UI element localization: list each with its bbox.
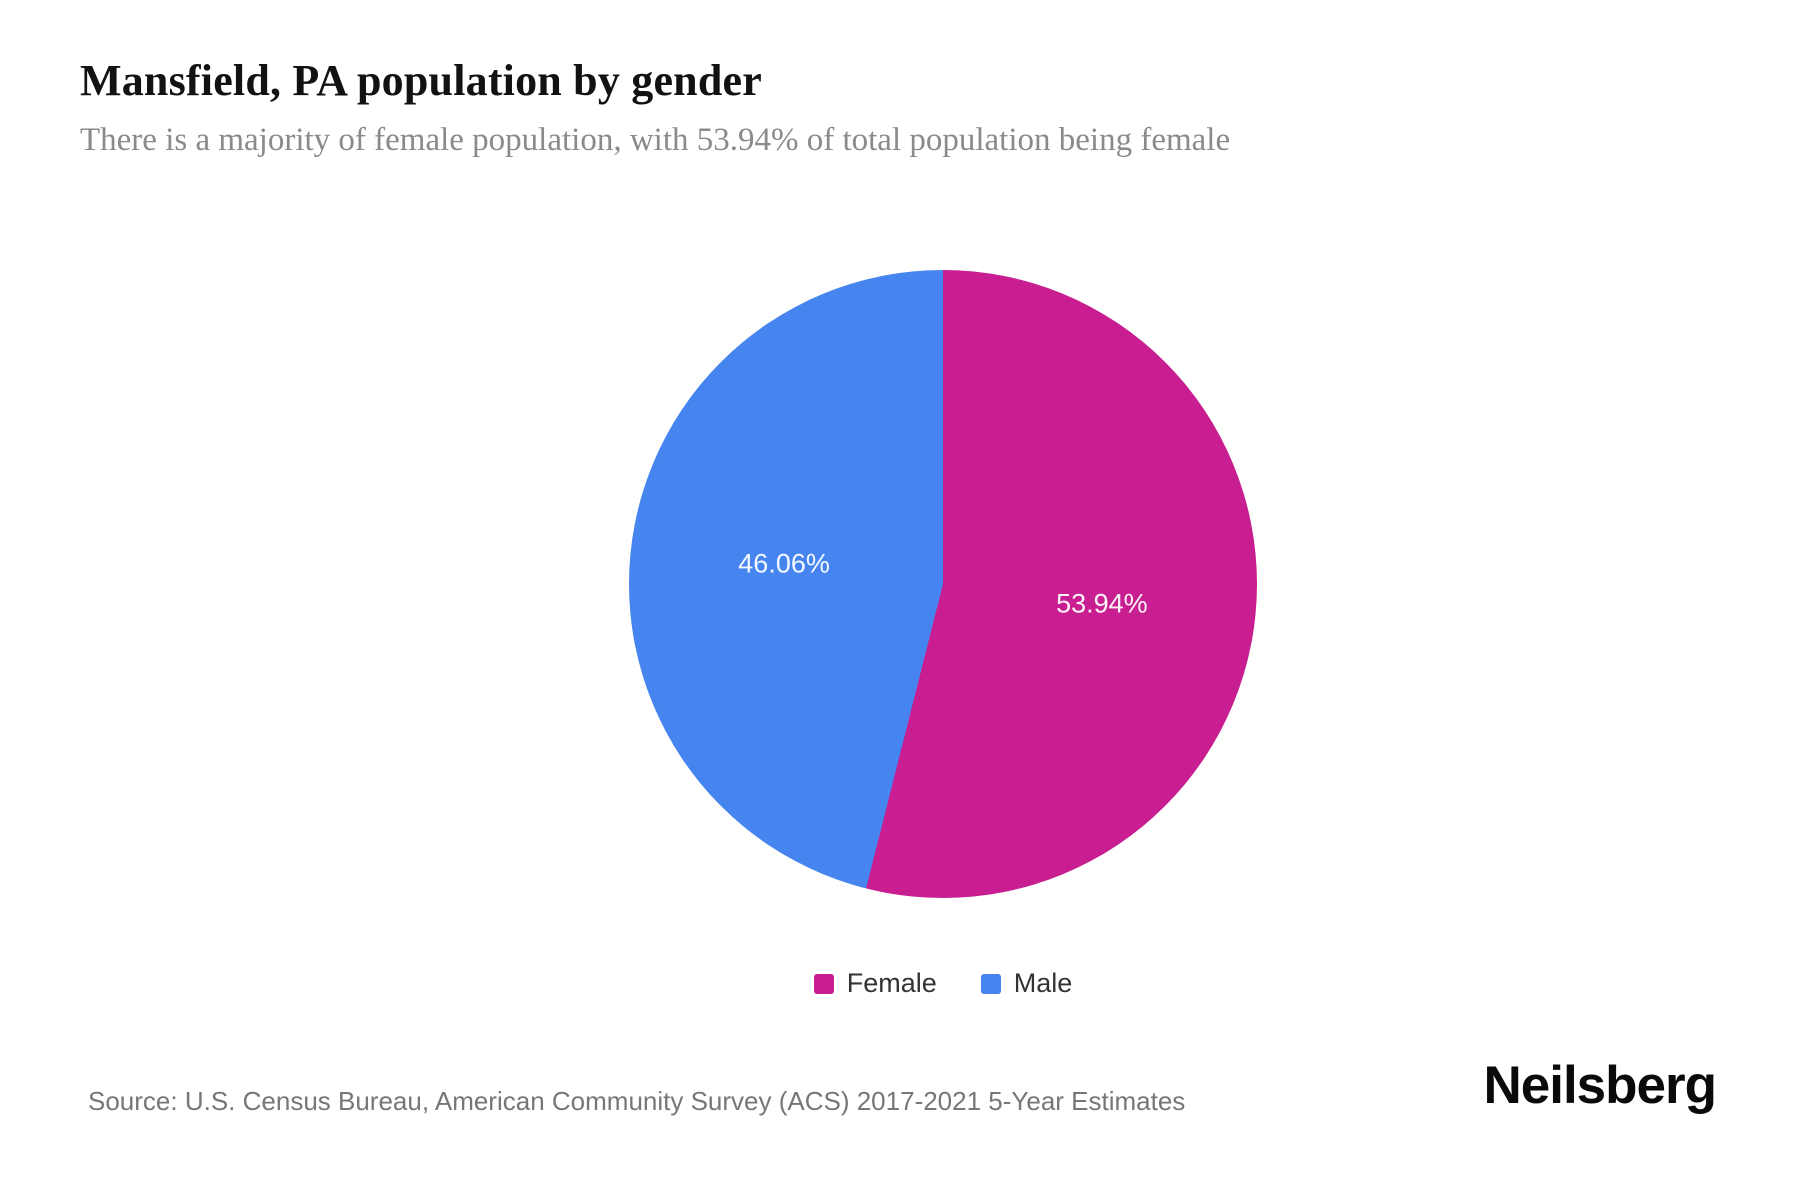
- brand-logo: Neilsberg: [1483, 1056, 1717, 1115]
- legend-item-female[interactable]: Female: [813, 968, 937, 999]
- pie-chart[interactable]: [629, 270, 1257, 898]
- pie-chart-area: 53.94% 46.06%: [629, 270, 1257, 898]
- chart-subtitle: There is a majority of female population…: [80, 122, 1231, 158]
- source-text: Source: U.S. Census Bureau, American Com…: [88, 1086, 1186, 1116]
- legend-label-male: Male: [1013, 968, 1073, 998]
- legend-label-female: Female: [846, 968, 937, 998]
- slice-label-female: 53.94%: [1056, 588, 1148, 619]
- legend-item-male[interactable]: Male: [980, 968, 1073, 999]
- slice-label-male: 46.06%: [738, 548, 830, 579]
- chart-title: Mansfield, PA population by gender: [80, 56, 762, 105]
- legend-swatch-female: [813, 973, 834, 994]
- chart-legend: Female Male: [629, 968, 1257, 999]
- legend-swatch-male: [980, 973, 1001, 994]
